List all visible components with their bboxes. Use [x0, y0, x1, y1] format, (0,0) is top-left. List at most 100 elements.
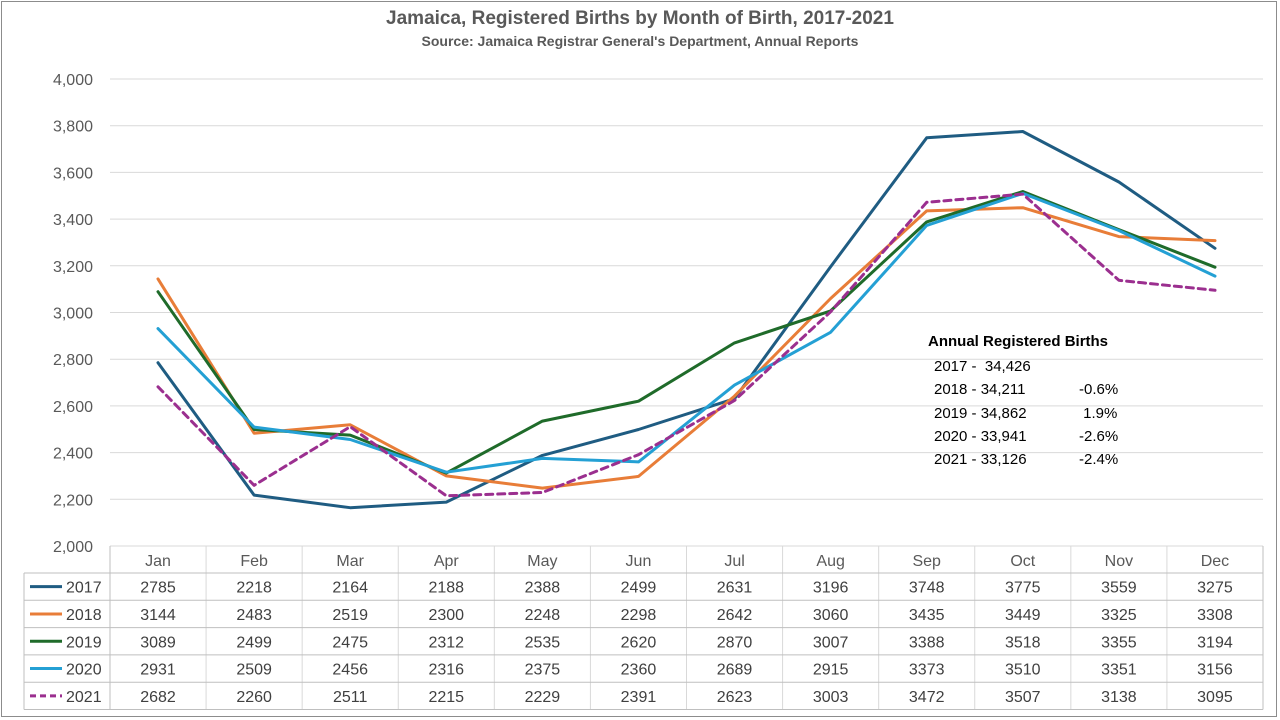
- legend-label: 2019: [66, 634, 102, 651]
- table-cell-value: 3003: [813, 689, 849, 706]
- table-cell-value: 2620: [621, 634, 657, 651]
- annual-row: 2021 - 33,126 -2.4%: [928, 448, 1118, 471]
- table-cell-value: 2785: [140, 580, 176, 597]
- chart-subtitle: Source: Jamaica Registrar General's Depa…: [421, 33, 859, 49]
- annual-row: 2018 - 34,211 -0.6%: [928, 378, 1118, 401]
- y-tick-label: 3,800: [53, 119, 93, 136]
- annual-row-change: -0.6%: [1079, 381, 1119, 399]
- table-cell-value: 2388: [525, 580, 561, 597]
- table-cell-value: 2456: [332, 662, 368, 679]
- annual-row-label: 2018 - 34,211: [934, 381, 1026, 399]
- annual-row: 2019 - 34,862 1.9%: [928, 402, 1117, 425]
- table-cell-value: 3089: [140, 634, 176, 651]
- table-cell-value: 3194: [1197, 634, 1233, 651]
- legend-label: 2021: [66, 689, 102, 706]
- table-cell-value: 2375: [525, 662, 561, 679]
- series-line-2018: [156, 206, 1217, 490]
- table-cell-value: 3325: [1101, 607, 1137, 624]
- table-cell-value: 3095: [1197, 689, 1233, 706]
- annual-row-label: 2020 - 33,941: [934, 427, 1027, 445]
- table-cell-value: 3144: [140, 607, 176, 624]
- annual-row: 2017 - 34,426: [928, 355, 1108, 378]
- y-tick-label: 3,600: [53, 165, 93, 182]
- annual-row-label: 2021 - 33,126: [934, 451, 1027, 469]
- table-cell-value: 3748: [909, 580, 945, 597]
- y-tick-label: 2,000: [53, 539, 93, 556]
- table-cell-value: 2642: [717, 607, 753, 624]
- table-cell-value: 3308: [1197, 607, 1233, 624]
- table-cell-value: 2300: [428, 607, 464, 624]
- table-cell-value: 2689: [717, 662, 753, 679]
- table-cell-value: 2391: [621, 689, 657, 706]
- x-category-label: Oct: [1010, 553, 1035, 570]
- annual-row-label: 2019 - 34,862: [934, 404, 1027, 422]
- x-category-label: Jun: [626, 553, 652, 570]
- x-category-label: Aug: [816, 553, 844, 570]
- table-cell-value: 2499: [236, 634, 272, 651]
- table-cell-value: 3518: [1005, 634, 1041, 651]
- annual-row-change: 1.9%: [1079, 404, 1118, 422]
- table-cell-value: 2483: [236, 607, 272, 624]
- table-cell-value: 2215: [428, 689, 464, 706]
- x-category-label: Jan: [145, 553, 171, 570]
- table-cell-value: 2511: [333, 689, 368, 706]
- annual-births-annotation: Annual Registered Births 2017 - 34,426 2…: [928, 333, 1118, 471]
- series-line-2021: [156, 192, 1217, 498]
- table-cell-value: 2682: [140, 689, 176, 706]
- y-tick-label: 3,000: [53, 306, 93, 323]
- annual-row-label: 2017 - 34,426: [934, 358, 1031, 375]
- table-cell-value: 3156: [1197, 662, 1233, 679]
- annual-births-title: Annual Registered Births: [928, 333, 1109, 350]
- annual-row-change: -2.4%: [1079, 451, 1119, 469]
- table-cell-value: 2260: [236, 689, 272, 706]
- series-line-2017: [156, 130, 1217, 510]
- y-tick-label: 4,000: [53, 72, 93, 89]
- table-cell-value: 2499: [621, 580, 657, 597]
- annual-row-change: -2.6%: [1079, 427, 1119, 445]
- table-cell-value: 2218: [236, 580, 272, 597]
- table-cell-value: 2509: [236, 662, 272, 679]
- x-category-label: Dec: [1201, 553, 1229, 570]
- chart-title: Jamaica, Registered Births by Month of B…: [386, 8, 894, 29]
- series-line-2019: [156, 190, 1217, 475]
- table-cell-value: 2915: [813, 662, 849, 679]
- table-cell-value: 3196: [813, 580, 849, 597]
- table-cell-value: 2229: [525, 689, 561, 706]
- y-tick-label: 2,200: [53, 492, 93, 509]
- table-cell-value: 3351: [1101, 662, 1137, 679]
- table-cell-value: 3507: [1005, 689, 1041, 706]
- table-cell-value: 3355: [1101, 634, 1137, 651]
- table-cell-value: 2188: [428, 580, 464, 597]
- table-cell-value: 3138: [1101, 689, 1137, 706]
- table-cell-value: 2535: [525, 634, 561, 651]
- table-cell-value: 2475: [332, 634, 368, 651]
- x-category-label: Mar: [336, 553, 364, 570]
- y-tick-label: 3,400: [53, 212, 93, 229]
- y-tick-label: 2,400: [53, 446, 93, 463]
- x-category-label: Apr: [434, 553, 460, 570]
- table-cell-value: 3449: [1005, 607, 1041, 624]
- x-category-label: Jul: [724, 553, 744, 570]
- table-cell-value: 3007: [813, 634, 849, 651]
- table-cell-value: 2298: [621, 607, 657, 624]
- table-cell-value: 2870: [717, 634, 753, 651]
- x-category-label: May: [527, 553, 557, 570]
- table-cell-value: 2360: [621, 662, 657, 679]
- x-category-label: Feb: [240, 553, 268, 570]
- table-cell-value: 2312: [428, 634, 464, 651]
- table-cell-value: 2519: [332, 607, 368, 624]
- y-tick-label: 3,200: [53, 259, 93, 276]
- table-cell-value: 2316: [428, 662, 464, 679]
- y-tick-label: 2,600: [53, 399, 93, 416]
- table-cell-value: 3388: [909, 634, 945, 651]
- legend-label: 2017: [66, 580, 102, 597]
- table-cell-value: 3559: [1101, 580, 1137, 597]
- legend-label: 2020: [66, 662, 102, 679]
- table-cell-value: 2623: [717, 689, 753, 706]
- annual-row: 2020 - 33,941 -2.6%: [928, 425, 1118, 448]
- table-cell-value: 3060: [813, 607, 849, 624]
- y-tick-label: 2,800: [53, 352, 93, 369]
- table-cell-value: 3275: [1197, 580, 1233, 597]
- table-cell-value: 2631: [717, 580, 753, 597]
- x-category-label: Sep: [912, 553, 941, 570]
